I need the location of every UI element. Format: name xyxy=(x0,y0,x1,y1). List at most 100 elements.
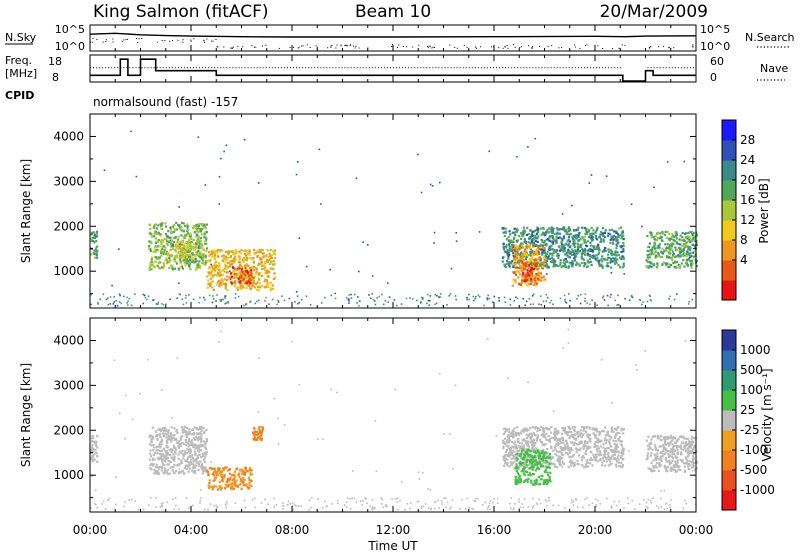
power-cell xyxy=(609,241,612,244)
power-cell xyxy=(212,298,215,300)
power-cell xyxy=(584,300,586,302)
velocity-cell xyxy=(515,470,518,473)
velocity-cell xyxy=(548,455,551,458)
power-cell xyxy=(268,257,272,260)
power-cell xyxy=(585,227,588,230)
power-cell xyxy=(165,238,168,241)
velocity-cell xyxy=(161,428,164,431)
power-cell xyxy=(249,287,252,290)
velocity-cell xyxy=(534,452,538,455)
power-cell xyxy=(658,243,661,246)
velocity-cell xyxy=(596,437,599,440)
nave-point xyxy=(159,67,161,69)
velocity-cell xyxy=(96,435,99,438)
velocity-cell xyxy=(580,463,583,467)
power-cell xyxy=(619,245,622,248)
power-cell xyxy=(562,237,565,240)
nsearch-point xyxy=(692,46,694,48)
power-cell xyxy=(505,262,508,265)
power-cell xyxy=(521,252,524,255)
power-cell xyxy=(216,274,219,277)
power-cell xyxy=(531,258,534,261)
velocity-cell xyxy=(508,452,511,455)
velocity-cell xyxy=(582,447,585,450)
power-cell xyxy=(674,246,677,249)
power-cell xyxy=(533,278,536,281)
velocity-cell xyxy=(160,455,163,458)
velocity-cell xyxy=(160,438,163,441)
power-cell xyxy=(420,296,423,299)
velocity-cell xyxy=(232,478,236,481)
nsearch-point xyxy=(585,45,586,46)
power-cell xyxy=(607,248,610,251)
power-cell xyxy=(545,273,548,275)
velocity-cell xyxy=(533,449,536,453)
power-cell xyxy=(517,270,520,273)
power-cell xyxy=(269,289,272,292)
power-cell xyxy=(622,234,625,238)
power-cell xyxy=(647,245,651,249)
velocity-cell xyxy=(578,440,581,444)
velocity-cell xyxy=(546,460,549,463)
velocity-cell xyxy=(604,434,607,437)
power-cell xyxy=(195,268,198,271)
power-cell xyxy=(359,300,361,303)
power-cell xyxy=(185,294,187,297)
velocity-cell xyxy=(162,432,165,435)
velocity-cell xyxy=(178,470,181,473)
power-cell xyxy=(665,256,669,259)
nave-point xyxy=(253,67,255,69)
nave-point xyxy=(505,67,507,69)
power-cell xyxy=(519,253,522,256)
power-cell xyxy=(233,276,236,279)
velocity-cell xyxy=(517,452,520,455)
power-cell xyxy=(171,247,174,250)
power-cell xyxy=(526,271,529,274)
velocity-cell xyxy=(514,434,517,437)
velocity-cell xyxy=(229,484,232,487)
velocity-cell xyxy=(194,438,197,441)
nsearch-point xyxy=(136,38,138,39)
power-cell xyxy=(225,271,228,274)
power-cell xyxy=(524,273,528,276)
velocity-cell xyxy=(236,484,239,487)
nsearch-point xyxy=(231,47,233,49)
power-cell xyxy=(173,267,177,270)
nave-point xyxy=(296,67,297,69)
velocity-cell xyxy=(215,473,218,477)
power-cell xyxy=(160,251,163,254)
power-cell xyxy=(205,237,208,240)
power-cell xyxy=(149,232,152,235)
velocity-cell xyxy=(593,429,597,432)
velocity-cell xyxy=(530,450,533,453)
power-cell xyxy=(542,241,545,244)
velocity-cell xyxy=(616,456,619,459)
velocity-cell xyxy=(205,453,208,456)
power-cell xyxy=(686,250,689,253)
power-cell xyxy=(170,245,173,248)
power-cell xyxy=(249,274,252,277)
power-cell xyxy=(536,276,539,279)
power-cell xyxy=(650,233,653,236)
power-cell xyxy=(682,248,685,251)
velocity-cell xyxy=(165,441,169,444)
power-cell xyxy=(678,254,682,257)
power-cell xyxy=(400,303,403,305)
power-cell xyxy=(372,298,374,301)
power-cell xyxy=(426,293,429,296)
velocity-cell xyxy=(596,444,599,448)
power-cell xyxy=(665,249,668,253)
power-cell xyxy=(581,247,584,250)
velocity-cell xyxy=(663,466,666,469)
velocity-cell xyxy=(580,459,584,462)
velocity-cell xyxy=(158,443,161,446)
power-cell xyxy=(693,244,696,247)
power-cell xyxy=(502,242,505,245)
power-cell xyxy=(257,299,260,302)
velocity-cell xyxy=(585,465,588,469)
power-cell xyxy=(524,276,527,279)
nave-point xyxy=(486,67,488,69)
velocity-cell xyxy=(185,467,188,471)
power-cell xyxy=(537,250,540,253)
power-cell xyxy=(566,231,569,234)
